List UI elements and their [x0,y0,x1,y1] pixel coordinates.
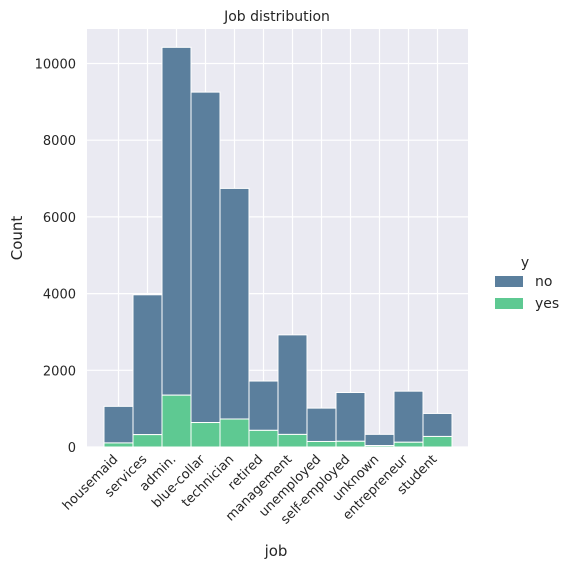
y-tick-label: 10000 [35,58,76,73]
bar-no-blue-collar [190,91,221,424]
bar-no-retired [248,380,279,431]
bar-no-student [422,412,453,437]
bar-yes-services [132,434,163,448]
legend-label-yes: yes [535,296,559,312]
bar-no-admin. [161,46,192,396]
y-tick-label: 4000 [43,288,76,303]
bar-yes-entrepreneur [393,441,424,448]
bar-no-housemaid [103,405,134,444]
x-axis-label: job [264,542,288,560]
y-tick-label: 8000 [43,134,76,149]
bar-yes-retired [248,429,279,448]
bar-yes-student [422,435,453,448]
legend: y no yes [495,255,559,312]
bar-yes-management [277,433,308,448]
bar-yes-unemployed [306,440,337,448]
y-axis: 0 2000 4000 6000 8000 10000 [35,58,76,456]
bar-no-unknown [364,433,395,447]
bar-no-technician [219,187,250,420]
y-axis-label: Count [8,216,26,261]
chart-title: Job distribution [223,9,330,25]
bar-yes-self-employed [335,440,366,448]
y-tick-label: 0 [68,441,76,456]
bar-no-management [277,334,308,435]
legend-swatch-yes [495,298,523,309]
bar-no-entrepreneur [393,390,424,443]
bars [103,46,453,448]
bar-yes-blue-collar [190,422,221,448]
bar-yes-housemaid [103,442,134,448]
bar-yes-technician [219,418,250,448]
bar-no-self-employed [335,392,366,442]
legend-title: y [521,255,529,271]
bar-yes-admin. [161,394,192,448]
bar-no-unemployed [306,407,337,442]
legend-label-no: no [535,274,552,290]
bar-yes-unknown [364,445,395,448]
bar-no-services [132,294,163,436]
y-tick-label: 2000 [43,364,76,379]
x-axis: housemaidservicesadmin.blue-collartechni… [60,452,440,528]
legend-swatch-no [495,276,523,287]
y-tick-label: 6000 [43,211,76,226]
